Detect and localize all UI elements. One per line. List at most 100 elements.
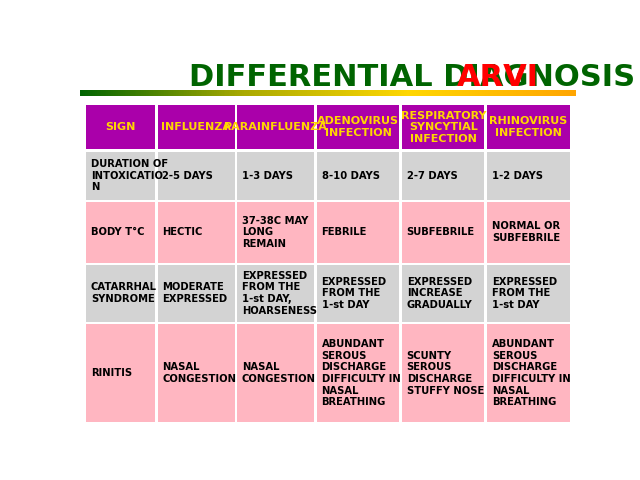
Bar <box>332 90 333 96</box>
Text: 37-38C MAY
LONG
REMAIN: 37-38C MAY LONG REMAIN <box>242 216 308 249</box>
Bar <box>237 265 314 322</box>
Bar <box>574 90 576 96</box>
Bar <box>434 90 435 96</box>
Bar <box>541 90 543 96</box>
Bar <box>125 90 126 96</box>
Bar <box>122 90 123 96</box>
Bar <box>237 324 314 422</box>
Bar <box>403 324 484 422</box>
Bar <box>547 90 548 96</box>
Bar <box>493 90 495 96</box>
Bar <box>323 90 324 96</box>
Bar <box>93 90 95 96</box>
Bar <box>159 90 161 96</box>
Bar <box>488 90 490 96</box>
Bar <box>559 90 561 96</box>
Text: SUBFEBRILE: SUBFEBRILE <box>407 227 475 237</box>
Text: ABUNDANT
SEROUS
DISCHARGE
DIFFICULTY IN
NASAL
BREATHING: ABUNDANT SEROUS DISCHARGE DIFFICULTY IN … <box>492 339 571 407</box>
Bar <box>181 90 182 96</box>
Bar <box>158 152 234 200</box>
Bar <box>171 90 173 96</box>
Bar <box>550 90 551 96</box>
Bar <box>199 90 201 96</box>
Bar <box>90 90 92 96</box>
Bar <box>573 90 574 96</box>
Bar <box>566 90 568 96</box>
Bar <box>102 90 103 96</box>
Bar <box>252 90 253 96</box>
Text: DIFFERENTIAL DIAGNOSIS of: DIFFERENTIAL DIAGNOSIS of <box>189 63 640 93</box>
Text: SCUNTY
SEROUS
DISCHARGE
STUFFY NOSE: SCUNTY SEROUS DISCHARGE STUFFY NOSE <box>407 351 484 396</box>
Bar <box>222 90 224 96</box>
Bar <box>86 152 155 200</box>
Bar <box>320 90 321 96</box>
Bar <box>349 90 351 96</box>
Bar <box>82 90 83 96</box>
Bar <box>239 90 241 96</box>
Bar <box>363 90 364 96</box>
Bar <box>399 90 401 96</box>
Bar <box>313 90 315 96</box>
Text: NASAL
CONGESTION: NASAL CONGESTION <box>163 362 236 384</box>
Bar <box>317 265 399 322</box>
Bar <box>403 90 404 96</box>
Bar <box>467 90 468 96</box>
Bar <box>364 90 366 96</box>
Bar <box>174 90 176 96</box>
Bar <box>353 90 355 96</box>
Bar <box>502 90 503 96</box>
Bar <box>340 90 341 96</box>
Bar <box>346 90 348 96</box>
Bar <box>428 90 429 96</box>
Bar <box>563 90 564 96</box>
Text: ARVI: ARVI <box>457 63 539 93</box>
Bar <box>488 202 570 263</box>
Bar <box>241 90 242 96</box>
Bar <box>83 90 85 96</box>
Bar <box>558 90 559 96</box>
Bar <box>343 90 344 96</box>
Bar <box>488 105 570 149</box>
Bar <box>169 90 171 96</box>
Bar <box>148 90 150 96</box>
Bar <box>499 90 500 96</box>
Bar <box>270 90 272 96</box>
Bar <box>440 90 442 96</box>
Bar <box>571 90 573 96</box>
Bar <box>103 90 105 96</box>
Bar <box>376 90 378 96</box>
Bar <box>411 90 412 96</box>
Bar <box>255 90 257 96</box>
Bar <box>488 152 570 200</box>
Bar <box>128 90 129 96</box>
Bar <box>88 90 90 96</box>
Bar <box>186 90 188 96</box>
Bar <box>460 90 462 96</box>
Bar <box>551 90 553 96</box>
Bar <box>282 90 284 96</box>
Bar <box>540 90 541 96</box>
Bar <box>488 265 570 322</box>
Bar <box>490 90 492 96</box>
Bar <box>366 90 367 96</box>
Bar <box>344 90 346 96</box>
Bar <box>480 90 482 96</box>
Bar <box>351 90 353 96</box>
Bar <box>230 90 232 96</box>
Text: BODY T°C: BODY T°C <box>91 227 145 237</box>
Bar <box>249 90 250 96</box>
Bar <box>201 90 202 96</box>
Bar <box>381 90 383 96</box>
Bar <box>157 90 159 96</box>
Bar <box>508 90 510 96</box>
Bar <box>278 90 280 96</box>
Bar <box>276 90 278 96</box>
Bar <box>361 90 363 96</box>
Text: EXPRESSED
INCREASE
GRADUALLY: EXPRESSED INCREASE GRADUALLY <box>407 276 472 310</box>
Bar <box>422 90 424 96</box>
Bar <box>401 90 403 96</box>
Bar <box>383 90 384 96</box>
Bar <box>245 90 247 96</box>
Bar <box>417 90 419 96</box>
Text: RESPIRATORY
SYNCYTIAL
INFECTION: RESPIRATORY SYNCYTIAL INFECTION <box>401 110 486 144</box>
